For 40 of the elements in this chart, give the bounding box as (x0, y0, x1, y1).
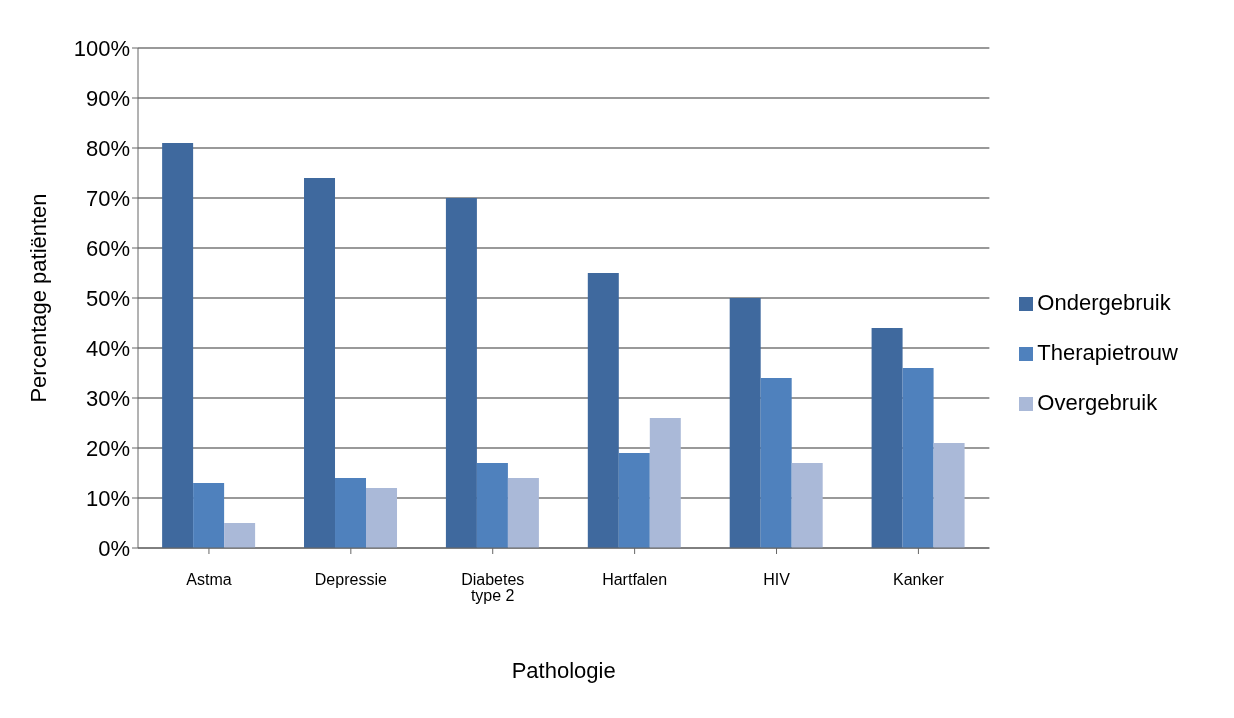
y-tick-label: 100% (73, 35, 130, 61)
bar (162, 143, 194, 548)
bar (618, 453, 650, 548)
bar (760, 378, 792, 548)
bar (304, 178, 336, 548)
y-tick-label: 40% (85, 335, 130, 361)
x-tick-label: Depressie (314, 571, 387, 589)
legend-label: Therapietrouw (1037, 340, 1178, 365)
x-axis-title: Pathologie (511, 658, 616, 683)
y-tick-label: 60% (85, 235, 130, 261)
bar (871, 328, 903, 548)
x-tick-label: HIV (763, 571, 791, 589)
x-tick-label: Hartfalen (602, 571, 668, 589)
legend-label: Ondergebruik (1037, 290, 1171, 315)
bar (366, 488, 398, 548)
x-tick-label: Astma (186, 571, 232, 589)
x-tick-label: Kanker (893, 571, 945, 589)
bar (729, 298, 761, 548)
y-tick-label: 20% (85, 435, 130, 461)
y-tick-label: 80% (85, 135, 130, 161)
legend-label: Overgebruik (1037, 390, 1158, 415)
y-tick-label: 90% (85, 85, 130, 111)
y-tick-label: 50% (85, 285, 130, 311)
bar (335, 478, 367, 548)
y-tick-label: 0% (98, 535, 130, 561)
y-axis-title: Percentage patiënten (25, 193, 51, 403)
y-tick-label: 70% (85, 185, 130, 211)
y-tick-label: 10% (85, 485, 130, 511)
bar (791, 463, 823, 548)
bar (649, 418, 681, 548)
bar (445, 198, 477, 548)
bar (507, 478, 539, 548)
bar (587, 273, 619, 548)
y-tick-label: 30% (85, 385, 130, 411)
bar (224, 523, 256, 548)
bar (902, 368, 934, 548)
bar (193, 483, 225, 548)
bar (476, 463, 508, 548)
x-tick-label: Diabetes type 2 (461, 571, 525, 605)
bar (933, 443, 965, 548)
